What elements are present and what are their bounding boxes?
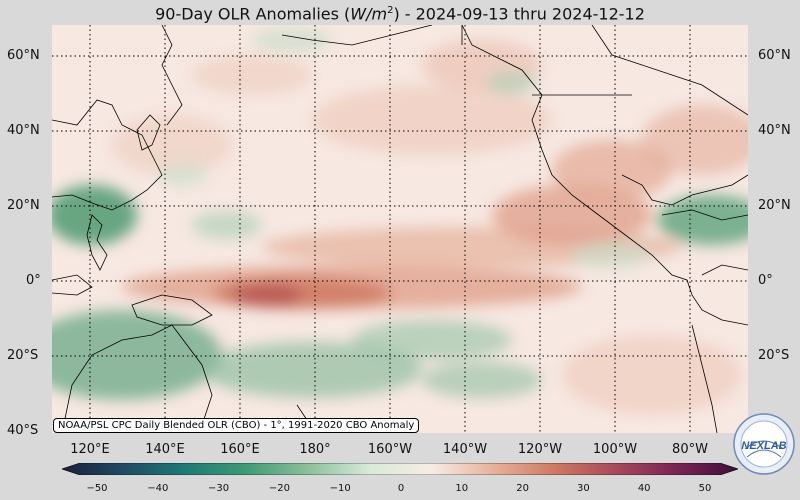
title-suffix: ) - 2024-09-13 thru 2024-12-12: [393, 4, 645, 24]
asia-coast: [52, 99, 163, 211]
lon-label-80w: 80°W: [672, 442, 708, 457]
lon-label-160e: 160°E: [220, 442, 260, 457]
colorbar-tick-label: −20: [268, 483, 290, 494]
new-guinea: [131, 294, 213, 326]
data-source-credit: NOAA/PSL CPC Daily Blended OLR (CBO) - 1…: [53, 418, 420, 433]
colorbar-scale: [62, 463, 738, 475]
caribbean-islands: [661, 209, 748, 221]
south-america-north-coast: [701, 264, 748, 276]
lat-label-right-40n: 40°N: [758, 123, 791, 138]
colorbar-tick-label: −50: [86, 483, 108, 494]
title-unit-exponent: 2: [387, 5, 394, 16]
colorbar-tick-label: 50: [698, 483, 712, 494]
japan-islands: [136, 114, 161, 151]
lon-label-100w: 100°W: [592, 442, 638, 457]
lon-label-160w: 160°W: [367, 442, 413, 457]
coastlines: [52, 25, 748, 433]
lat-label-left-eq: 0°: [26, 273, 41, 288]
lat-label-left-60n: 60°N: [7, 48, 40, 63]
borneo-coast: [52, 274, 93, 296]
lon-label-120e: 120°E: [70, 442, 110, 457]
lat-label-left-20n: 20°N: [7, 198, 40, 213]
title-prefix: 90-Day OLR Anomalies (: [155, 4, 351, 24]
lat-label-right-60n: 60°N: [758, 48, 791, 63]
colorbar-tick-label: 20: [516, 483, 529, 494]
colorbar-tick-label: 30: [577, 483, 590, 494]
nexlab-logo: NEXLAB: [733, 413, 795, 475]
kamchatka-coast: [161, 25, 183, 126]
lat-label-right-20s: 20°S: [758, 348, 790, 363]
olr-anomaly-map: [52, 25, 748, 433]
lon-label-180: 180°: [299, 442, 331, 457]
colorbar-tick-label: 10: [455, 483, 469, 494]
lat-label-left-40n: 40°N: [7, 123, 40, 138]
lat-label-right-eq: 0°: [758, 273, 773, 288]
colorbar-tick-label: 40: [637, 483, 651, 494]
anomaly-field: [52, 28, 748, 415]
lat-label-left-40s: 40°S: [7, 423, 39, 438]
lon-label-140w: 140°W: [442, 442, 488, 457]
south-america-west-coast: [691, 324, 718, 433]
australia: [61, 324, 213, 433]
lon-label-120w: 120°W: [517, 442, 563, 457]
lat-label-left-20s: 20°S: [7, 348, 39, 363]
americas-west-coast: [461, 25, 748, 326]
colorbar-tick-label: −40: [147, 483, 169, 494]
colorbar-tick-label: −10: [329, 483, 351, 494]
aleutians: [281, 25, 433, 46]
colorbar-tick-label: 0: [397, 483, 405, 494]
colorbar: [62, 463, 738, 475]
logo-text: NEXLAB: [741, 440, 786, 452]
title-unit: W/m: [350, 4, 388, 24]
colorbar-tick-label: −30: [208, 483, 230, 494]
north-america-interior: [591, 25, 748, 116]
graticule: [52, 25, 748, 433]
map-title: 90-Day OLR Anomalies (W/m2) - 2024-09-13…: [0, 0, 800, 25]
lon-label-140e: 140°E: [145, 442, 185, 457]
gulf-coast: [621, 174, 748, 206]
philippines: [86, 214, 108, 271]
lat-label-right-20n: 20°N: [758, 198, 791, 213]
